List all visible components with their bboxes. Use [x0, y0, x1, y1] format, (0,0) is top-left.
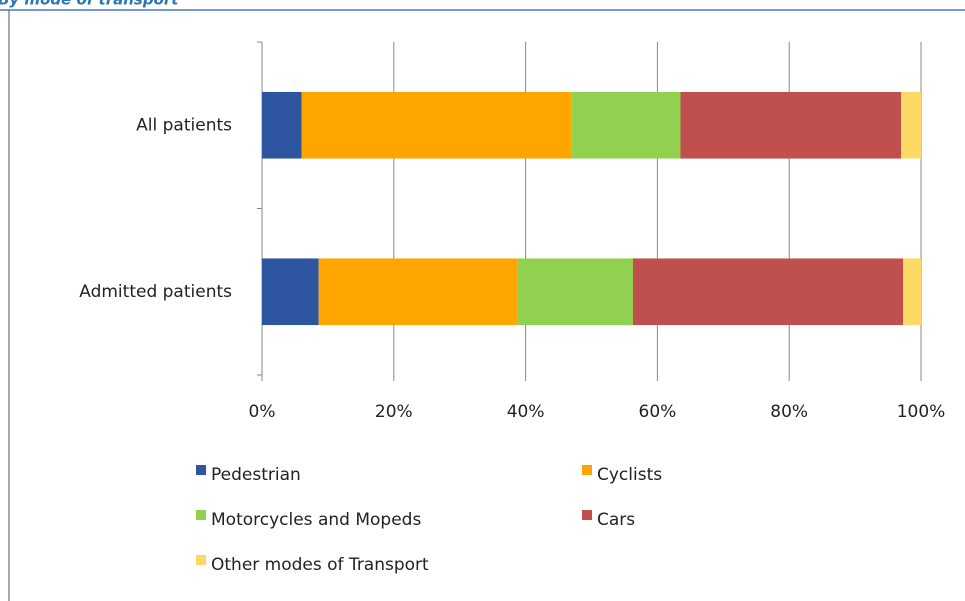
bar-segment	[901, 91, 921, 159]
bar-segment	[680, 91, 902, 159]
legend-label: Motorcycles and Mopeds	[211, 510, 421, 530]
bar-segment	[633, 258, 904, 326]
x-tick-label: 100%	[897, 402, 946, 422]
legend-label: Cars	[597, 510, 635, 530]
y-tick-label: All patients	[136, 115, 232, 135]
chart-title: By mode of transport	[0, 0, 179, 9]
legend-label: Pedestrian	[211, 465, 301, 485]
legend-swatch	[196, 510, 206, 520]
legend-swatch	[582, 510, 592, 520]
legend-label: Other modes of Transport	[211, 555, 429, 575]
bar-segment	[517, 258, 634, 326]
bar-segment	[262, 258, 319, 326]
legend-swatch	[582, 465, 592, 475]
bar-segment	[301, 91, 572, 159]
x-tick-label: 60%	[639, 402, 677, 422]
x-tick-label: 0%	[249, 402, 276, 422]
bar-segment	[262, 91, 302, 159]
x-tick-label: 20%	[375, 402, 413, 422]
x-tick-label: 80%	[770, 402, 808, 422]
bar-segment	[318, 258, 518, 326]
legend-label: Cyclists	[597, 465, 662, 485]
legend-swatch	[196, 555, 206, 565]
bar-segment	[571, 91, 681, 159]
bar-segment	[903, 258, 921, 326]
x-tick-label: 40%	[507, 402, 545, 422]
y-tick-label: Admitted patients	[79, 282, 232, 302]
legend-swatch	[196, 465, 206, 475]
